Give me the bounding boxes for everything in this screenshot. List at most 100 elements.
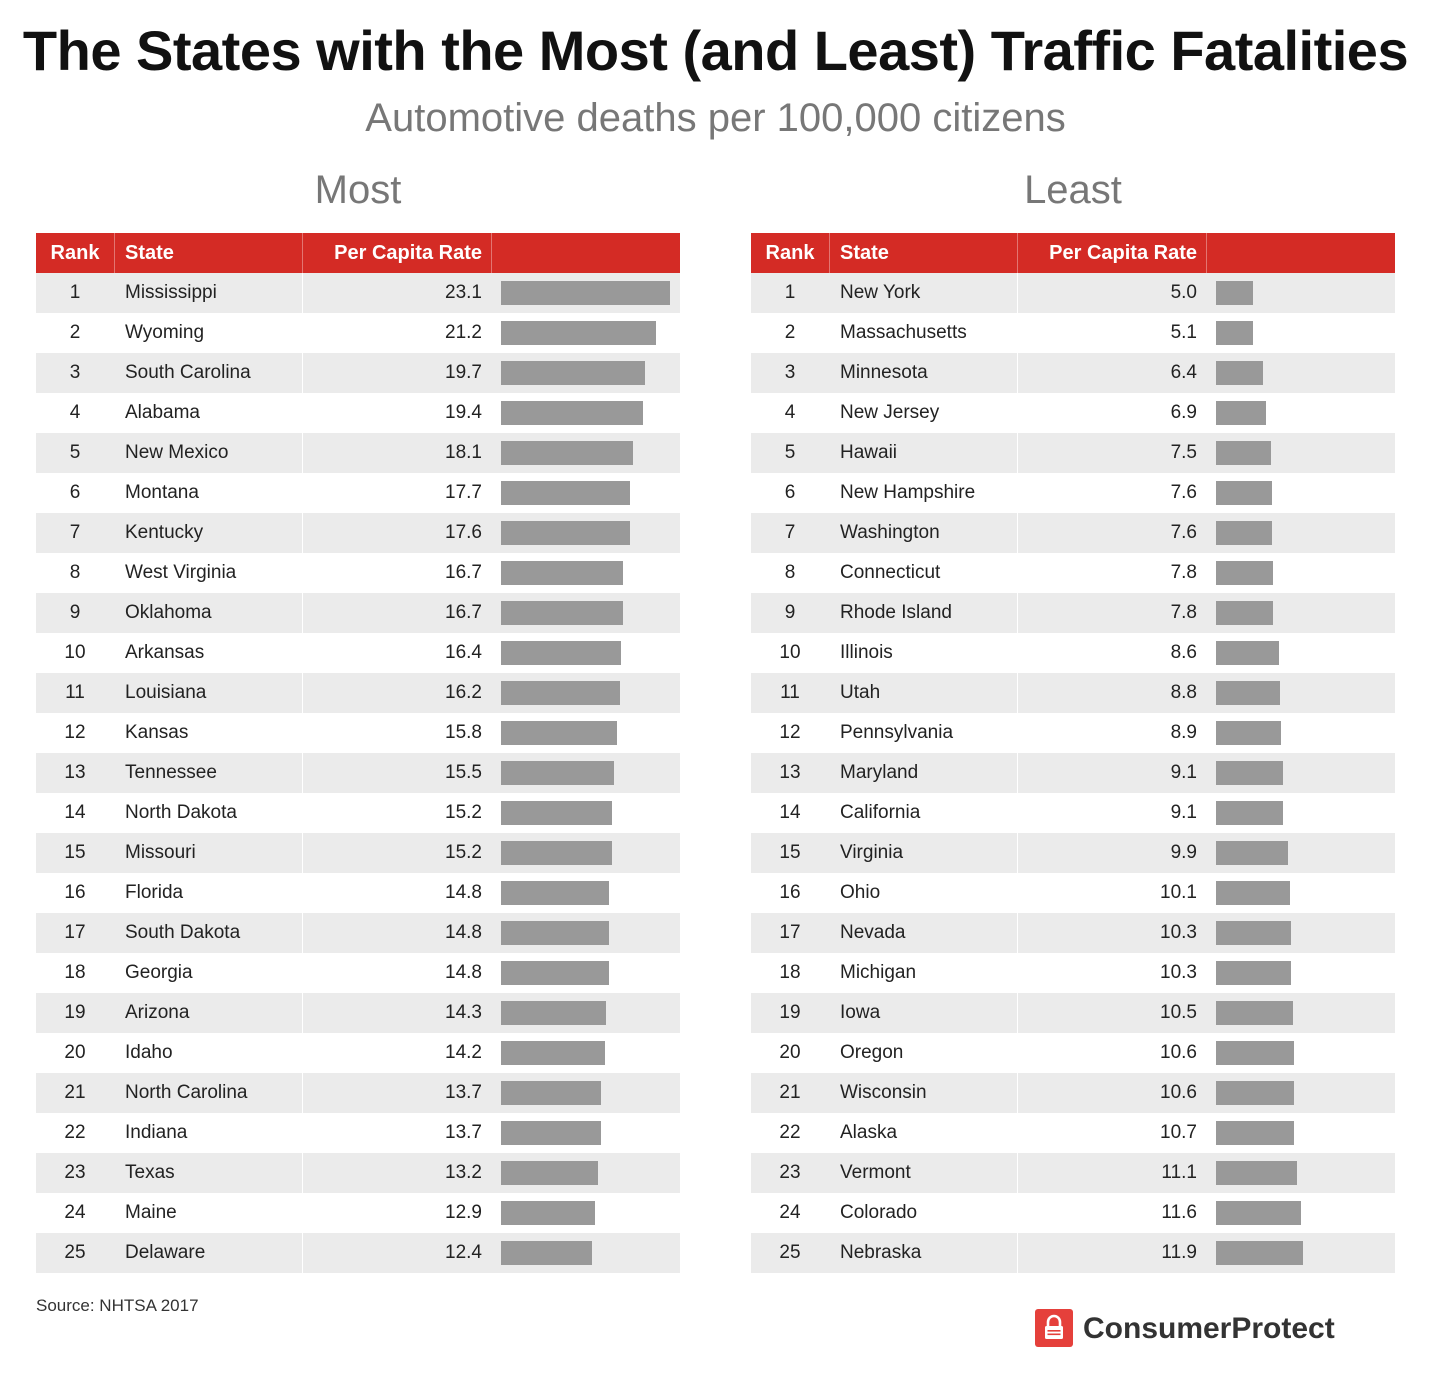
state-cell: Virginia <box>840 842 904 863</box>
table-row: 7 Kentucky 17.6 <box>36 513 680 553</box>
rank-cell: 1 <box>784 282 796 303</box>
rate-bar <box>501 401 643 425</box>
rate-bar <box>1216 1121 1294 1145</box>
rank-cell: 18 <box>779 962 801 983</box>
rate-bar <box>1216 361 1263 385</box>
table-row: 5 Hawaii 7.5 <box>751 433 1395 473</box>
rate-label: 14.8 <box>445 962 482 983</box>
table-row: 4 Alabama 19.4 <box>36 393 680 433</box>
header-divider <box>1017 233 1018 273</box>
rate-label: 10.3 <box>1160 962 1197 983</box>
source-note: Source: NHTSA 2017 <box>36 1296 199 1315</box>
state-cell: Indiana <box>125 1122 188 1143</box>
table-row: 19 Iowa 10.5 <box>751 993 1395 1033</box>
state-cell: Colorado <box>840 1202 918 1223</box>
row-divider <box>302 713 303 753</box>
rate-bar <box>501 521 630 545</box>
row-divider <box>302 993 303 1033</box>
row-divider <box>1017 1113 1018 1153</box>
least-panel: Least Rank State Per Capita Rate 1 New Yo… <box>751 160 1395 1273</box>
state-cell: Missouri <box>125 842 196 863</box>
row-divider <box>302 393 303 433</box>
state-cell: Maryland <box>840 762 919 783</box>
state-cell: Oklahoma <box>125 602 212 623</box>
rate-bar <box>1216 721 1281 745</box>
state-cell: New Hampshire <box>840 482 976 503</box>
rate-label: 5.1 <box>1170 322 1197 343</box>
table-row: 20 Idaho 14.2 <box>36 1033 680 1073</box>
table-row: 1 New York 5.0 <box>751 273 1395 313</box>
rank-cell: 23 <box>779 1162 801 1183</box>
rank-cell: 16 <box>779 882 801 903</box>
rate-bar <box>1216 281 1253 305</box>
rank-cell: 17 <box>64 922 86 943</box>
most-heading: Most <box>314 168 402 212</box>
rate-bar <box>1216 641 1279 665</box>
state-cell: New York <box>840 282 921 303</box>
table-row: 9 Oklahoma 16.7 <box>36 593 680 633</box>
rank-cell: 1 <box>69 282 81 303</box>
rate-label: 16.2 <box>445 682 482 703</box>
rank-cell: 4 <box>784 402 796 423</box>
rank-cell: 14 <box>779 802 801 823</box>
row-divider <box>302 513 303 553</box>
table-row: 22 Alaska 10.7 <box>751 1113 1395 1153</box>
rank-cell: 13 <box>779 762 801 783</box>
rate-bar <box>1216 1081 1294 1105</box>
rate-label: 6.4 <box>1170 362 1197 383</box>
state-cell: Mississippi <box>125 282 217 303</box>
rate-bar <box>501 1001 606 1025</box>
rate-bar <box>1216 921 1291 945</box>
rate-label: 10.7 <box>1160 1122 1197 1143</box>
row-divider <box>302 873 303 913</box>
chart-subtitle: Automotive deaths per 100,000 citizens <box>365 96 1066 140</box>
rate-label: 19.4 <box>445 402 482 423</box>
rank-cell: 4 <box>69 402 81 423</box>
rate-bar <box>501 481 630 505</box>
state-cell: Iowa <box>840 1002 881 1023</box>
rank-cell: 24 <box>779 1202 801 1223</box>
table-row: 11 Utah 8.8 <box>751 673 1395 713</box>
state-cell: Connecticut <box>840 562 941 583</box>
table-row: 14 North Dakota 15.2 <box>36 793 680 833</box>
row-divider <box>302 1233 303 1273</box>
header-divider <box>829 233 830 273</box>
rate-label: 14.8 <box>445 882 482 903</box>
row-divider <box>1017 913 1018 953</box>
table-row: 23 Texas 13.2 <box>36 1153 680 1193</box>
row-divider <box>1017 673 1018 713</box>
table-row: 8 West Virginia 16.7 <box>36 553 680 593</box>
rank-cell: 21 <box>779 1082 801 1103</box>
rate-bar <box>501 601 623 625</box>
table-row: 4 New Jersey 6.9 <box>751 393 1395 433</box>
rate-bar <box>501 561 623 585</box>
state-cell: Rhode Island <box>840 602 952 623</box>
table-row: 3 South Carolina 19.7 <box>36 353 680 393</box>
row-divider <box>1017 993 1018 1033</box>
state-cell: Louisiana <box>125 682 207 703</box>
table-row: 25 Delaware 12.4 <box>36 1233 680 1273</box>
rate-label: 14.2 <box>445 1042 482 1063</box>
rate-bar <box>1216 521 1272 545</box>
rate-bar <box>1216 1041 1294 1065</box>
row-divider <box>1017 513 1018 553</box>
row-divider <box>302 793 303 833</box>
rank-cell: 20 <box>779 1042 801 1063</box>
rate-label: 7.8 <box>1170 602 1197 623</box>
table-row: 6 New Hampshire 7.6 <box>751 473 1395 513</box>
rate-label: 16.7 <box>445 562 482 583</box>
rate-bar <box>1216 601 1273 625</box>
row-divider <box>302 1113 303 1153</box>
rank-cell: 21 <box>64 1082 86 1103</box>
state-cell: Tennessee <box>125 762 217 783</box>
state-cell: Pennsylvania <box>840 722 954 743</box>
rate-label: 8.9 <box>1170 722 1197 743</box>
table-row: 23 Vermont 11.1 <box>751 1153 1395 1193</box>
rate-bar <box>1216 1201 1301 1225</box>
table-row: 9 Rhode Island 7.8 <box>751 593 1395 633</box>
rate-label: 9.9 <box>1170 842 1197 863</box>
row-divider <box>302 1033 303 1073</box>
state-cell: Wyoming <box>125 322 205 343</box>
row-divider <box>1017 393 1018 433</box>
rate-bar <box>1216 961 1291 985</box>
